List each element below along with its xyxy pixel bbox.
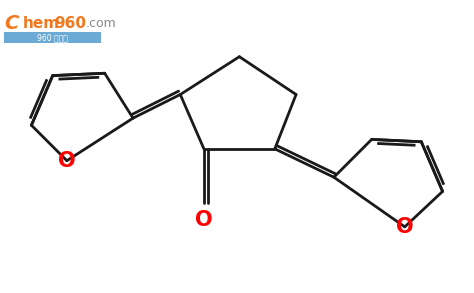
Text: hem: hem <box>22 16 60 31</box>
Text: .com: .com <box>86 17 117 30</box>
Text: O: O <box>396 217 414 237</box>
Text: O: O <box>195 210 213 230</box>
Text: O: O <box>58 151 76 171</box>
Text: 960: 960 <box>54 16 86 31</box>
FancyBboxPatch shape <box>4 32 101 43</box>
Text: 960 化工网: 960 化工网 <box>37 33 68 42</box>
Text: C: C <box>4 14 19 33</box>
